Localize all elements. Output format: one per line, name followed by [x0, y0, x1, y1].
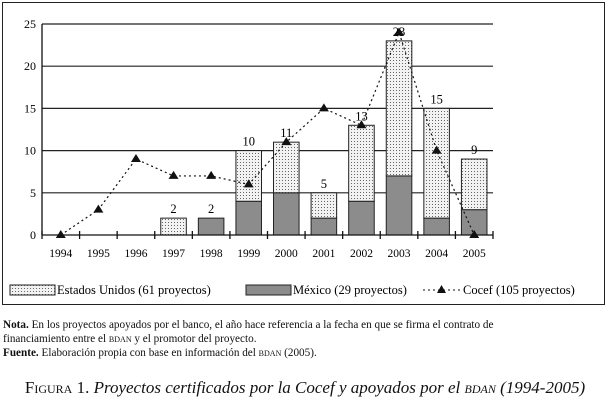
bar-estados-unidos	[385, 40, 413, 177]
marker-cocef	[206, 170, 217, 179]
marker-cocef	[431, 145, 442, 154]
bar-mexico	[423, 217, 450, 236]
bar-total-label: 2	[208, 202, 214, 216]
bar-total-label: 13	[355, 109, 368, 123]
x-tick-label: 2000	[275, 248, 298, 260]
bar-mexico	[310, 217, 338, 236]
x-tick-label: 1999	[237, 248, 260, 260]
marker-cocef	[394, 27, 405, 36]
bar-mexico	[273, 192, 300, 236]
bar-estados-unidos	[273, 141, 300, 194]
marker-cocef	[318, 103, 329, 112]
legend-label-us: Estados Unidos (61 proyectos)	[57, 283, 211, 297]
x-tick-label: 2003	[388, 248, 411, 260]
bar-total-label: 2	[170, 202, 176, 216]
bar-total-label: 11	[280, 126, 292, 140]
x-tick-label: 2002	[350, 248, 373, 260]
marker-cocef	[93, 204, 104, 213]
bar-estados-unidos	[348, 124, 375, 202]
marker-cocef	[168, 170, 179, 179]
bar-total-label: 9	[471, 143, 477, 157]
bar-estados-unidos	[423, 107, 450, 219]
y-tick-label: 5	[30, 186, 36, 200]
x-tick-label: 2004	[425, 248, 448, 260]
x-tick-label: 1995	[87, 248, 110, 260]
marker-cocef	[243, 179, 254, 188]
caption-label: Figura 1.	[24, 378, 90, 397]
x-tick-label: 1994	[49, 248, 72, 260]
source-label: Fuente.	[3, 347, 39, 359]
bar-estados-unidos	[235, 150, 262, 202]
x-tick-label: 2001	[312, 248, 335, 260]
y-tick-label: 10	[24, 144, 36, 158]
y-tick-label: 15	[24, 101, 36, 115]
bar-mexico	[197, 217, 225, 236]
legend-marker-cocef	[437, 285, 446, 293]
legend: Estados Unidos (61 proyectos) México (29…	[9, 283, 575, 297]
bdan-abbr: bdan	[464, 378, 496, 397]
source-text: Elaboración propia con base en informaci…	[41, 347, 259, 359]
legend-label-cocef: Cocef (105 proyectos)	[463, 283, 575, 297]
bar-mexico	[348, 200, 375, 236]
bar-total-label: 10	[242, 135, 255, 149]
x-tick-label: 1996	[124, 248, 147, 260]
source: Fuente. Elaboración propia con base en i…	[3, 346, 317, 360]
figure-caption: Figura 1. Proyectos certificados por la …	[0, 378, 610, 398]
legend-label-mx: México (29 proyectos)	[293, 283, 407, 297]
bar-total-label: 5	[321, 177, 327, 191]
chart-frame	[2, 2, 605, 305]
bar-total-label: 15	[430, 92, 443, 106]
legend-swatch-us	[9, 284, 56, 296]
bar-estados-unidos	[310, 192, 338, 219]
note-text: En los proyectos apoyados por el banco, …	[31, 319, 494, 331]
bdan-abbr: bdan	[258, 347, 282, 359]
note: Nota. En los proyectos apoyados por el b…	[3, 318, 493, 346]
source-text-2: (2005).	[281, 347, 317, 359]
x-tick-label: 1998	[200, 248, 223, 260]
bar-mexico	[385, 175, 413, 236]
bar-estados-unidos	[160, 217, 187, 236]
y-tick-label: 20	[24, 59, 36, 73]
x-tick-label: 1997	[162, 248, 185, 260]
bdan-abbr: bdan	[108, 333, 132, 345]
note-label: Nota.	[3, 319, 29, 331]
y-tick-label: 25	[24, 17, 36, 31]
y-tick-label: 0	[30, 228, 36, 242]
bar-mexico	[235, 200, 262, 236]
bar-total-label: 23	[393, 25, 406, 39]
bar-estados-unidos	[460, 158, 488, 211]
marker-cocef	[55, 230, 66, 238]
legend-swatch-mx	[245, 284, 292, 296]
x-tick-label: 2005	[463, 248, 486, 260]
caption-text-2: (1994-2005)	[495, 378, 586, 397]
note-text-3: y el promotor del proyecto.	[131, 333, 257, 345]
marker-cocef	[356, 120, 367, 129]
caption-text: Proyectos certificados por la Cocef y ap…	[93, 378, 465, 397]
marker-cocef	[469, 230, 480, 238]
note-text-2: financiamiento entre el	[3, 333, 109, 345]
marker-cocef	[281, 137, 292, 146]
marker-cocef	[130, 154, 141, 163]
